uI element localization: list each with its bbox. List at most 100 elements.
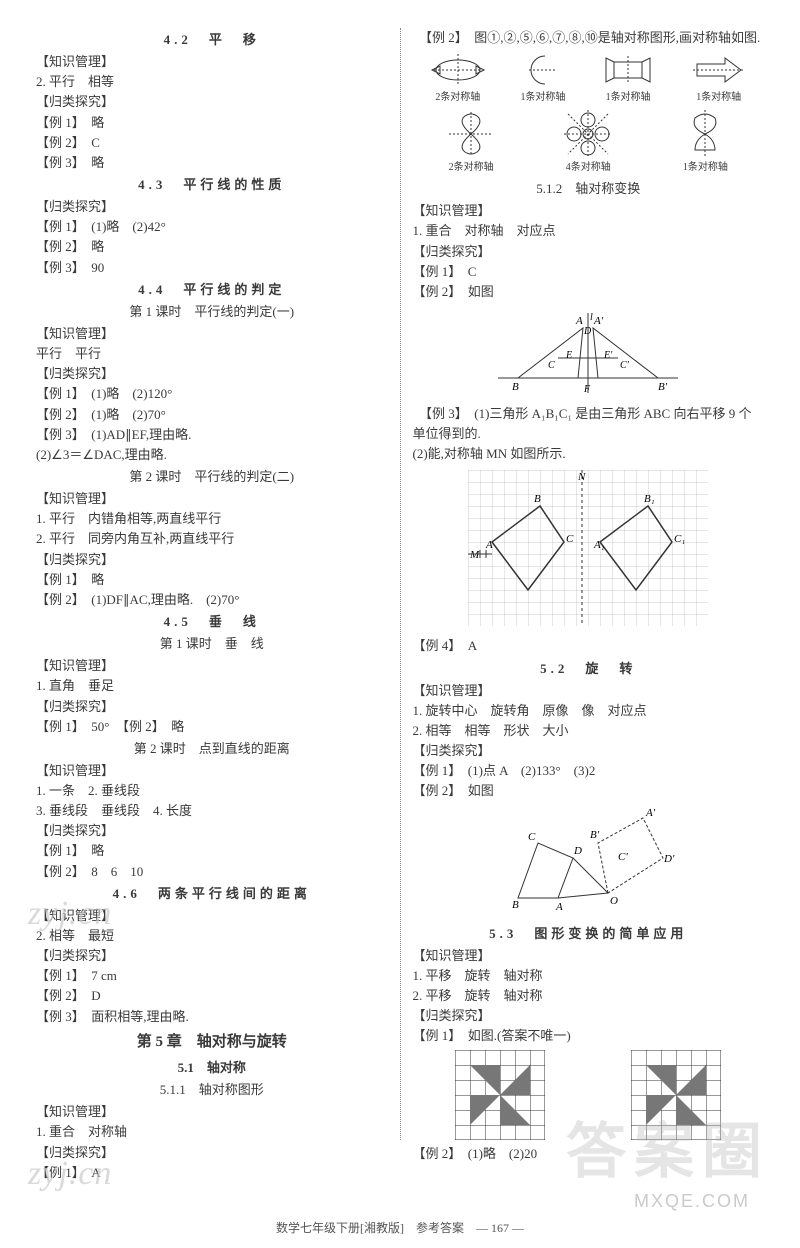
text-line: 平行 平行: [36, 344, 388, 364]
example-line: 【例 4】 A: [413, 636, 765, 656]
example-line: 【例 1】 略: [36, 570, 388, 590]
example-line: (2)能,对称轴 MN 如图所示.: [413, 444, 765, 464]
page: 4.2 平 移 【知识管理】 2. 平行 相等 【归类探究】 【例 1】 略 【…: [0, 0, 800, 1180]
example-line: 【例 3】 (1)三角形 A₁B₁C₁ 是由三角形 ABC 向右平移 9 个单位…: [413, 404, 765, 444]
svg-text:O: O: [610, 895, 618, 907]
example-line: 【例 1】 (1)点 A (2)133° (3)2: [413, 761, 765, 781]
svg-text:D: D: [573, 845, 582, 857]
heading: 【知识管理】: [36, 489, 388, 509]
arrow-icon: 1条对称轴: [691, 52, 747, 106]
clover-icon: 2条对称轴: [447, 110, 495, 176]
example-line: 【例 1】 7 cm: [36, 966, 388, 986]
icon-caption: 2条对称轴: [449, 160, 494, 176]
svg-text:D: D: [583, 326, 592, 337]
text-line: 2. 平移 旋转 轴对称: [413, 986, 765, 1006]
text-line: 2. 平行 相等: [36, 72, 388, 92]
lesson-title: 第 2 课时 点到直线的距离: [36, 739, 388, 759]
example-line: 【例 1】 略: [36, 841, 388, 861]
example-line: 【例 2】 (1)DF∥AC,理由略. (2)70°: [36, 590, 388, 610]
pinwheel-left-icon: [455, 1050, 545, 1140]
text-line: 3. 垂线段 垂线段 4. 长度: [36, 801, 388, 821]
symmetry-icons-row-1: 2条对称轴 1条对称轴 1条对称轴 1条对称轴: [413, 52, 765, 106]
example-line: 【例 1】 (1)略 (2)120°: [36, 384, 388, 404]
example-line: 【例 2】 略: [36, 237, 388, 257]
example-line: 【例 1】 略: [36, 113, 388, 133]
svg-text:E: E: [565, 350, 572, 361]
text-line: 1. 平移 旋转 轴对称: [413, 966, 765, 986]
example-line: 【例 1】 50° 【例 2】 略: [36, 717, 388, 737]
heading: 【归类探究】: [413, 1006, 765, 1026]
heading: 【归类探究】: [36, 550, 388, 570]
heading: 【知识管理】: [36, 656, 388, 676]
example-line: 【例 1】 如图.(答案不唯一): [413, 1026, 765, 1046]
heading: 【知识管理】: [36, 906, 388, 926]
lesson-title: 第 1 课时 垂 线: [36, 634, 388, 654]
pinwheel-right-icon: [631, 1050, 721, 1140]
section-5-3-title: 5.3 图形变换的简单应用: [413, 924, 765, 944]
heading: 【知识管理】: [36, 52, 388, 72]
text-line: 1. 重合 对称轴 对应点: [413, 221, 765, 241]
chapter-5-title: 第 5 章 轴对称与旋转: [36, 1031, 388, 1054]
icon-caption: 1条对称轴: [683, 160, 728, 176]
ellipse-icon: 2条对称轴: [430, 52, 486, 106]
svg-text:A': A': [593, 315, 604, 327]
grid-translation-figure: A B C A₁ B₁ C₁ M N: [413, 470, 765, 630]
svg-text:N: N: [577, 471, 586, 483]
svg-text:E': E': [603, 350, 613, 361]
example-line: (2)∠3＝∠DAC,理由略.: [36, 445, 388, 465]
example-line: 【例 2】 如图: [413, 781, 765, 801]
heading: 【归类探究】: [36, 946, 388, 966]
svg-text:A: A: [485, 539, 493, 551]
icon-caption: 4条对称轴: [566, 160, 611, 176]
svg-text:B': B': [590, 829, 600, 841]
svg-text:F: F: [583, 384, 591, 395]
icon-caption: 2条对称轴: [435, 90, 480, 106]
section-5-1-title: 5.1 轴对称: [36, 1058, 388, 1078]
column-divider: [400, 28, 401, 1140]
icon-caption: 1条对称轴: [606, 90, 651, 106]
page-footer: 数学七年级下册[湘教版] 参考答案 — 167 —: [0, 1219, 800, 1238]
lesson-title: 第 1 课时 平行线的判定(一): [36, 302, 388, 322]
symmetry-icons-row-2: 2条对称轴 4条对称轴 1条对称轴: [413, 110, 765, 176]
flower-icon: 4条对称轴: [564, 110, 612, 176]
section-4-2-title: 4.2 平 移: [36, 30, 388, 50]
svg-text:l: l: [590, 312, 593, 323]
section-4-3-title: 4.3 平行线的性质: [36, 175, 388, 195]
svg-text:C': C': [618, 851, 628, 863]
rotation-figure: B A C D O B' A' D' C': [413, 808, 765, 918]
heading: 【知识管理】: [413, 946, 765, 966]
svg-text:B: B: [534, 493, 541, 505]
heading: 【归类探究】: [413, 242, 765, 262]
example-line: 【例 1】 A: [36, 1163, 388, 1183]
example-line: 【例 1】 (1)略 (2)42°: [36, 217, 388, 237]
left-column: 4.2 平 移 【知识管理】 2. 平行 相等 【归类探究】 【例 1】 略 【…: [28, 28, 396, 1140]
section-4-6-title: 4.6 两条平行线间的距离: [36, 884, 388, 904]
section-5-1-1-title: 5.1.1 轴对称图形: [36, 1080, 388, 1100]
heading: 【归类探究】: [36, 197, 388, 217]
triangle-reflection-figure: B B' A A' C C' E E' F l D: [413, 308, 765, 398]
example-line: 【例 3】 面积相等,理由略.: [36, 1007, 388, 1027]
svg-text:D': D': [663, 853, 675, 865]
example-line: 【例 3】 (1)AD∥EF,理由略.: [36, 425, 388, 445]
text-line: 1. 旋转中心 旋转角 原像 像 对应点: [413, 701, 765, 721]
right-column: 【例 2】 图①,②,⑤,⑥,⑦,⑧,⑩是轴对称图形,画对称轴如图. 2条对称轴…: [405, 28, 773, 1140]
icon-caption: 1条对称轴: [520, 90, 565, 106]
example-line: 【例 2】 (1)略 (2)20: [413, 1144, 765, 1164]
heading: 【知识管理】: [413, 201, 765, 221]
svg-text:A₁: A₁: [593, 539, 605, 551]
heading: 【知识管理】: [36, 324, 388, 344]
text-line: 2. 相等 最短: [36, 926, 388, 946]
text-line: 2. 相等 相等 形状 大小: [413, 721, 765, 741]
svg-text:A: A: [575, 315, 583, 327]
svg-text:B₁: B₁: [644, 493, 655, 505]
heading: 【归类探究】: [36, 364, 388, 384]
lesson-title: 第 2 课时 平行线的判定(二): [36, 467, 388, 487]
example-line: 【例 2】 D: [36, 986, 388, 1006]
example-line: 【例 3】 略: [36, 153, 388, 173]
example-line: 【例 1】 C: [413, 262, 765, 282]
section-5-1-2-title: 5.1.2 轴对称变换: [413, 179, 765, 199]
trefoil-icon: 1条对称轴: [681, 110, 729, 176]
svg-text:B: B: [512, 381, 519, 393]
svg-text:M: M: [469, 549, 480, 561]
heading: 【知识管理】: [36, 761, 388, 781]
